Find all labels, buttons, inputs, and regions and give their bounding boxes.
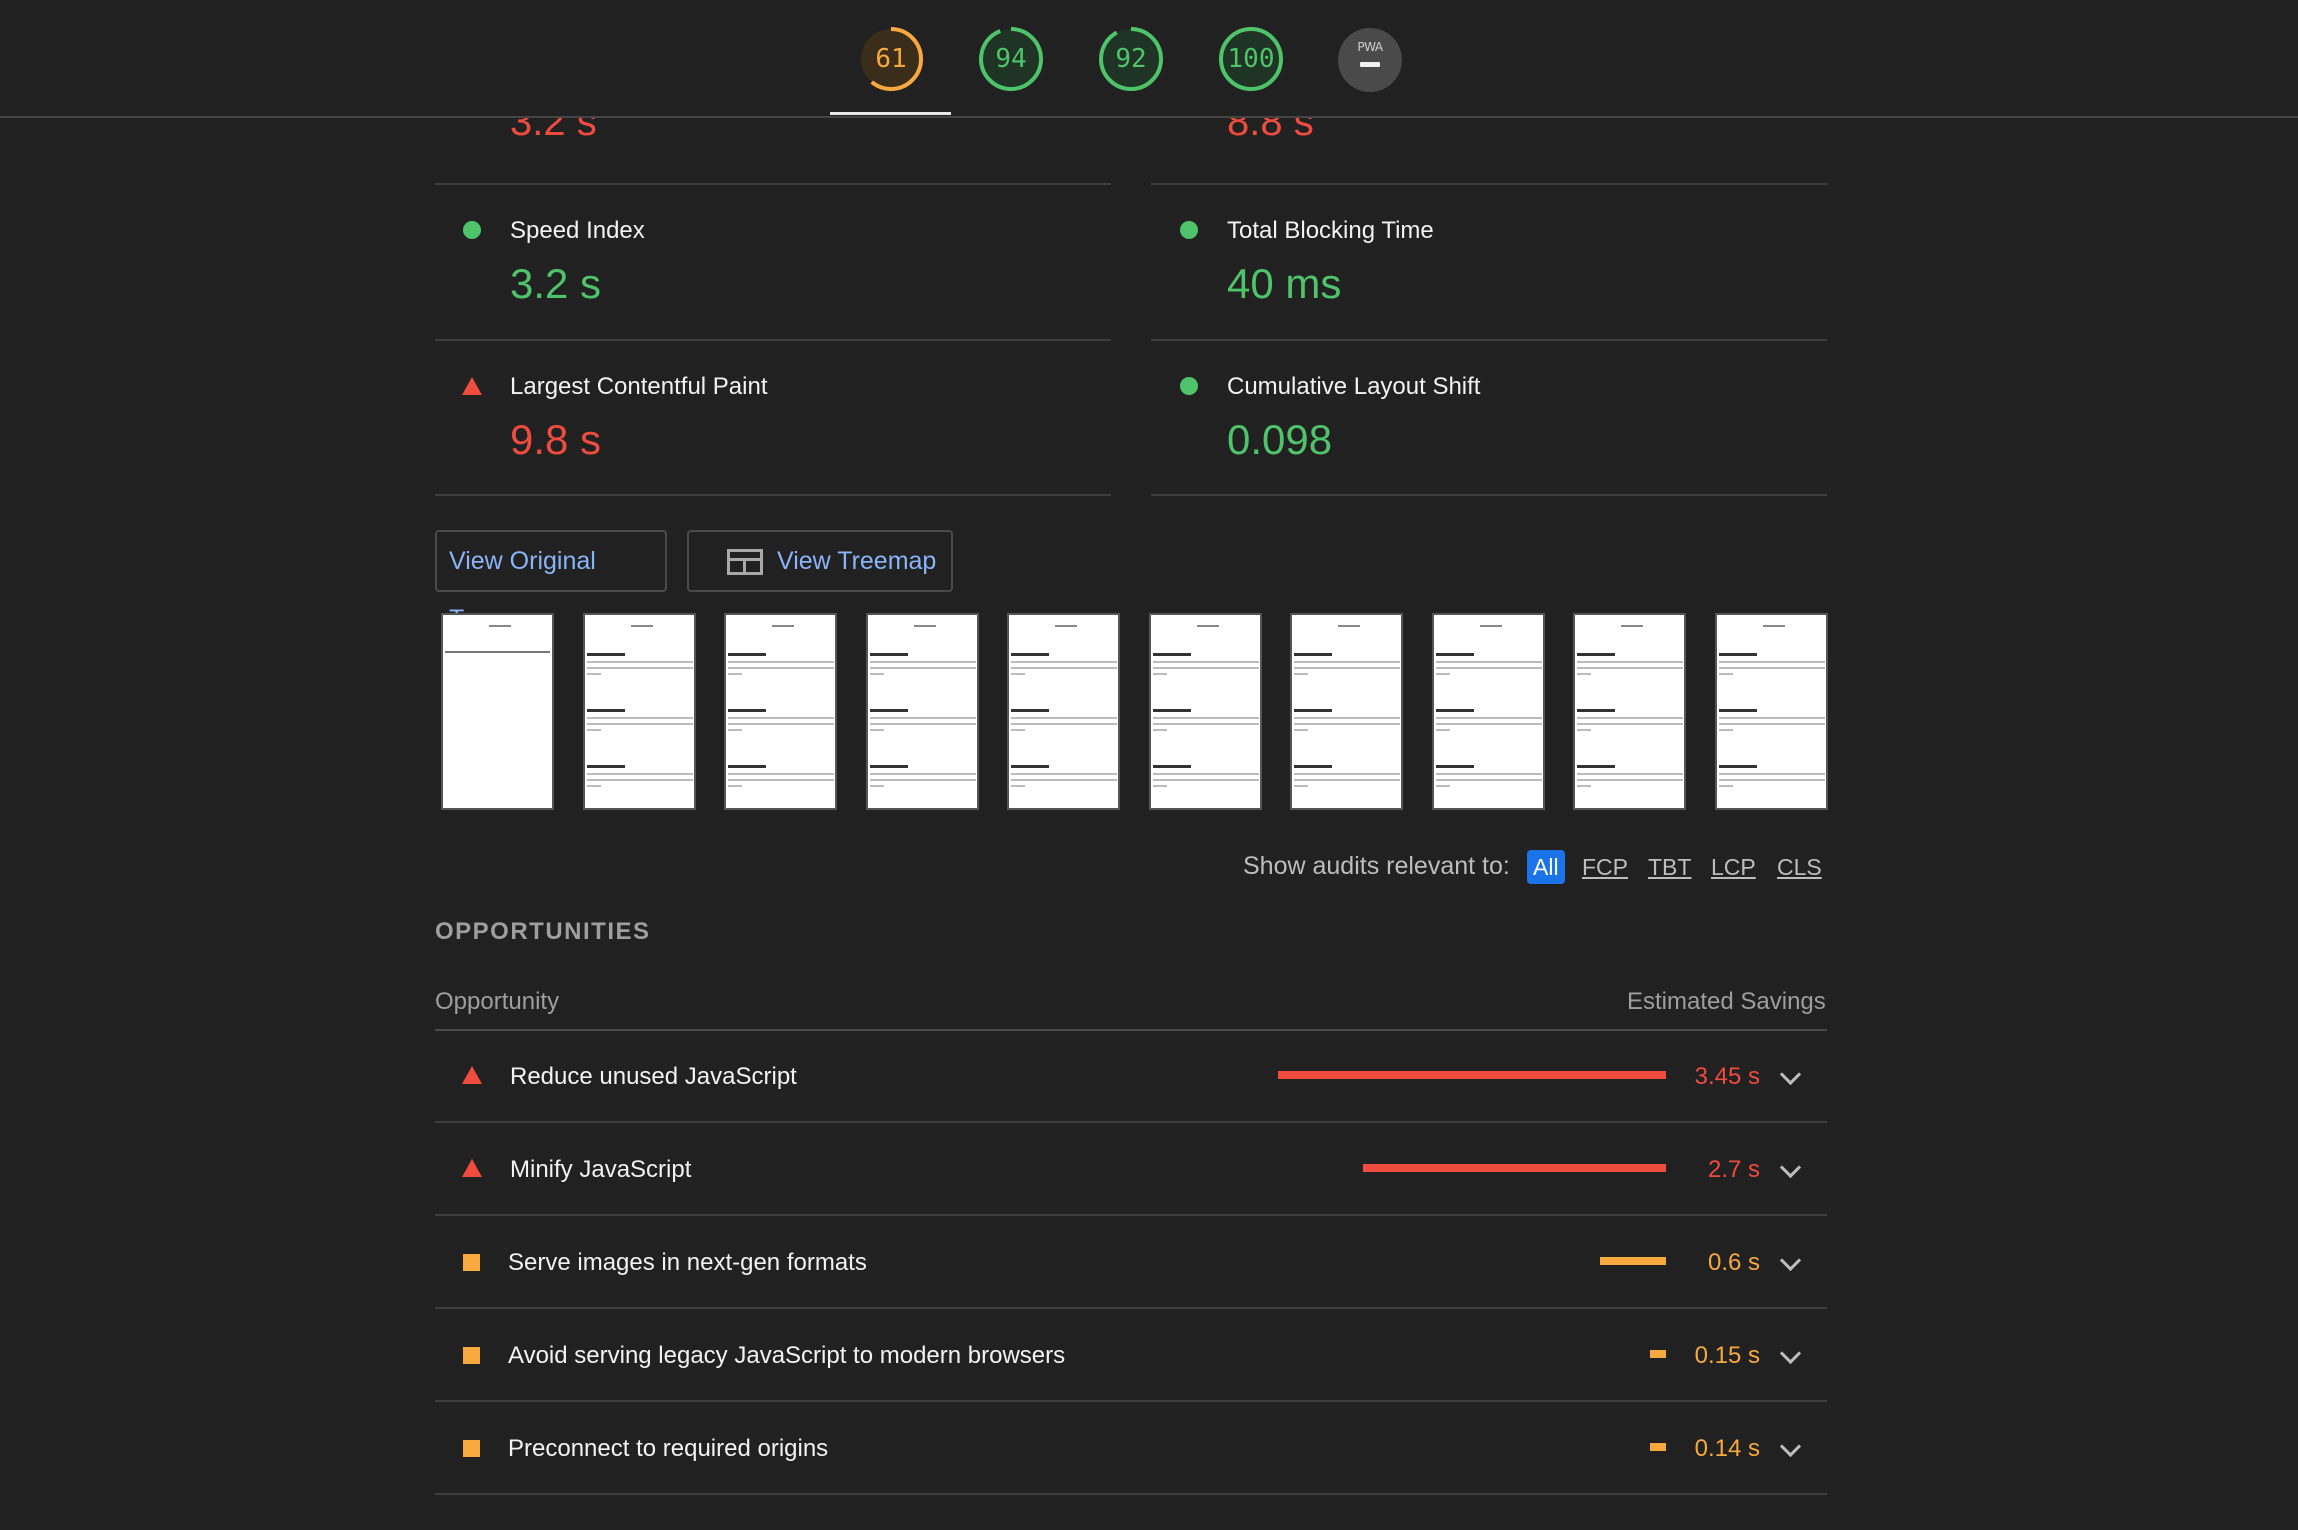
speed-index-label: Speed Index <box>510 217 645 244</box>
estimated-savings-column-header: Estimated Savings <box>1627 988 1826 1015</box>
gauge-ring-icon <box>1099 27 1163 91</box>
gauge-ring-icon <box>859 27 923 91</box>
savings-bar <box>1278 1071 1666 1079</box>
treemap-icon <box>727 549 763 575</box>
lcp-value: 9.8 s <box>510 416 602 463</box>
opportunities-section-title: OPPORTUNITIES <box>435 918 651 945</box>
opportunity-title[interactable]: Preconnect to required origins <box>508 1435 829 1462</box>
view-treemap-button[interactable]: View Treemap <box>687 530 953 592</box>
metric-divider <box>1151 183 1827 185</box>
savings-bar <box>1650 1350 1666 1358</box>
filmstrip-frame <box>865 613 979 810</box>
scores-header: 61 94 92 100 PWA <box>0 0 2298 118</box>
filmstrip-frame <box>441 613 554 810</box>
savings-value: 0.15 s <box>1694 1342 1760 1369</box>
pwa-dash-icon <box>1360 62 1380 67</box>
seo-gauge[interactable]: 100 <box>1217 25 1285 93</box>
filter-chip-fcp[interactable]: FCP <box>1582 854 1628 880</box>
pass-dot-icon <box>463 221 481 239</box>
tbt-label: Total Blocking Time <box>1227 217 1434 244</box>
filter-chip-tbt[interactable]: TBT <box>1648 854 1692 880</box>
view-original-trace-button[interactable]: View Original Trace <box>435 530 667 633</box>
performance-score: 61 <box>875 44 907 74</box>
accessibility-gauge[interactable]: 94 <box>977 25 1045 93</box>
average-square-icon <box>463 1440 480 1457</box>
metric-divider <box>1151 494 1827 496</box>
metric-divider <box>435 183 1111 185</box>
savings-value: 0.14 s <box>1694 1435 1760 1462</box>
metric-divider <box>435 339 1111 341</box>
opportunity-title[interactable]: Serve images in next-gen formats <box>508 1249 867 1276</box>
savings-value: 2.7 s <box>1707 1156 1760 1183</box>
savings-bar <box>1363 1164 1666 1172</box>
pwa-badge[interactable]: PWA <box>1338 28 1402 92</box>
row-divider <box>435 1400 1827 1402</box>
table-header-divider <box>435 1029 1827 1031</box>
filmstrip-frame <box>1714 613 1828 810</box>
savings-bar <box>1600 1257 1666 1265</box>
pass-dot-icon <box>1180 221 1198 239</box>
filter-chip-all[interactable]: All <box>1527 850 1565 884</box>
row-divider <box>435 1493 1827 1495</box>
best-practices-gauge[interactable]: 92 <box>1097 25 1165 93</box>
average-square-icon <box>463 1347 480 1364</box>
metric-divider <box>435 494 1111 496</box>
chevron-down-icon[interactable] <box>1779 1342 1802 1365</box>
opportunity-column-header: Opportunity <box>435 988 560 1015</box>
filter-chip-cls[interactable]: CLS <box>1777 854 1822 880</box>
gauge-ring-icon <box>979 27 1043 91</box>
savings-value: 3.45 s <box>1694 1063 1760 1090</box>
filmstrip-frame <box>1431 613 1545 810</box>
filmstrip-frame <box>582 613 696 810</box>
tbt-value: 40 ms <box>1227 260 1342 307</box>
opportunity-title[interactable]: Reduce unused JavaScript <box>510 1063 797 1090</box>
average-square-icon <box>463 1254 480 1271</box>
accessibility-score: 94 <box>995 44 1027 74</box>
speed-index-value: 3.2 s <box>510 260 602 307</box>
filmstrip-frame <box>1148 613 1262 810</box>
chevron-down-icon[interactable] <box>1779 1435 1802 1458</box>
pwa-label: PWA <box>1357 40 1383 54</box>
fail-triangle-icon <box>462 1066 482 1084</box>
cls-label: Cumulative Layout Shift <box>1227 373 1481 400</box>
chevron-down-icon[interactable] <box>1779 1156 1802 1179</box>
filmstrip-frame <box>1007 613 1120 810</box>
chevron-down-icon[interactable] <box>1779 1249 1802 1272</box>
gauge-ring-icon <box>1219 27 1283 91</box>
fail-triangle-icon <box>462 377 482 395</box>
filmstrip-frame <box>724 613 837 810</box>
metric-divider <box>1151 339 1827 341</box>
seo-score: 100 <box>1227 44 1275 74</box>
filmstrip-frame <box>1290 613 1403 810</box>
opportunity-title[interactable]: Minify JavaScript <box>510 1156 692 1183</box>
filter-label: Show audits relevant to: <box>1243 852 1510 880</box>
fail-triangle-icon <box>462 1159 482 1177</box>
row-divider <box>435 1214 1827 1216</box>
chevron-down-icon[interactable] <box>1779 1063 1802 1086</box>
best-practices-score: 92 <box>1115 44 1147 74</box>
savings-bar <box>1650 1443 1666 1451</box>
savings-value: 0.6 s <box>1707 1249 1760 1276</box>
pass-dot-icon <box>1180 377 1198 395</box>
row-divider <box>435 1307 1827 1309</box>
row-divider <box>435 1121 1827 1123</box>
opportunity-title[interactable]: Avoid serving legacy JavaScript to moder… <box>508 1342 1066 1369</box>
active-tab-underline <box>830 112 951 115</box>
lcp-label: Largest Contentful Paint <box>510 373 768 400</box>
view-treemap-label: View Treemap <box>777 547 937 575</box>
filter-chip-lcp[interactable]: LCP <box>1711 854 1756 880</box>
cls-value: 0.098 <box>1227 416 1333 463</box>
performance-gauge[interactable]: 61 <box>857 25 925 93</box>
filmstrip-frame <box>1573 613 1686 810</box>
